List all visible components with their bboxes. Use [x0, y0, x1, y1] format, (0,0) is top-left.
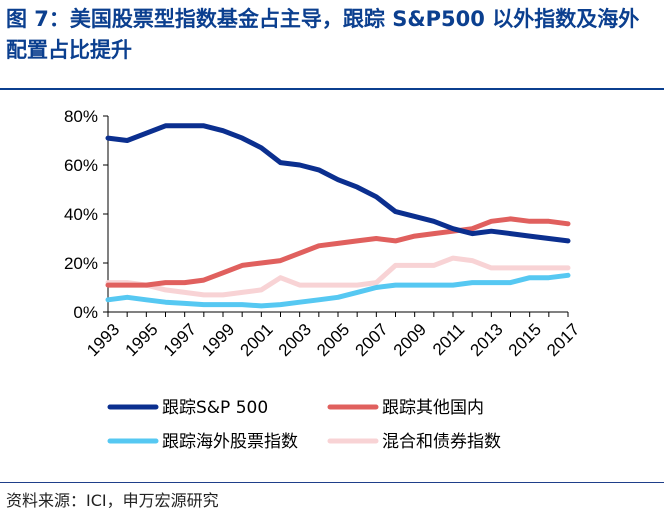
x-tick-label: 2017: [543, 320, 583, 360]
y-tick-label: 80%: [64, 107, 98, 126]
y-tick-label: 20%: [64, 254, 98, 273]
legend-label-other_domestic: 跟踪其他国内: [382, 398, 484, 418]
x-tick-label: 2015: [505, 320, 545, 360]
source-divider: [0, 482, 664, 483]
legend-label-sp500: 跟踪S&P 500: [162, 398, 268, 418]
series-line-bond_hybrid: [105, 255, 571, 298]
x-tick-label: 1995: [121, 320, 161, 360]
chart-series: [105, 123, 571, 309]
series-line-international: [105, 272, 571, 309]
y-tick-label: 40%: [64, 205, 98, 224]
y-tick-label: 60%: [64, 156, 98, 175]
x-tick-label: 2011: [429, 320, 468, 359]
legend-label-international: 跟踪海外股票指数: [162, 432, 298, 452]
x-tick-label: 1999: [198, 320, 238, 360]
series-line-sp500: [105, 123, 571, 244]
x-tick-label: 2001: [236, 320, 276, 360]
x-tick-label: 1997: [160, 320, 200, 360]
x-tick-label: 2007: [351, 320, 391, 360]
chart-title: 图 7：美国股票型指数基金占主导，跟踪 S&P500 以外指数及海外配置占比提升: [6, 7, 640, 62]
line-chart: 0%20%40%60%80%19931995199719992001200320…: [64, 107, 583, 452]
x-tick-label: 2003: [275, 320, 315, 360]
title-divider: [0, 88, 664, 90]
x-tick-label: 2013: [466, 320, 506, 360]
legend-label-bond_hybrid: 混合和债券指数: [382, 432, 501, 452]
x-tick-label: 2009: [390, 320, 430, 360]
series-line-other_domestic: [105, 216, 571, 288]
y-tick-label: 0%: [73, 303, 98, 322]
x-tick-label: 2005: [313, 320, 353, 360]
x-tick-label: 1993: [83, 320, 123, 360]
source-note: 资料来源：ICI，申万宏源研究: [6, 491, 219, 510]
